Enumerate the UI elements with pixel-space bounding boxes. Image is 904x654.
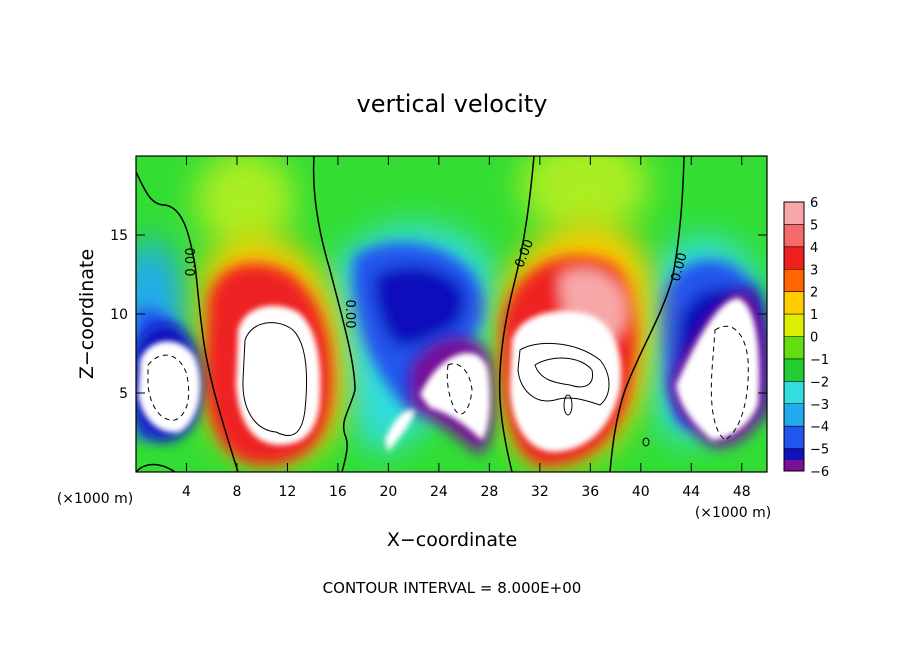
contour-label-1: 0.00 <box>184 248 199 277</box>
x-tick-label: 20 <box>379 484 397 500</box>
x-unit-label-right: (×1000 m) <box>695 505 771 521</box>
positive-contour-right-core <box>517 342 610 406</box>
downdraft-central-deep <box>374 266 466 347</box>
zero-contour-2 <box>312 156 356 472</box>
chart-title: vertical velocity <box>357 90 548 118</box>
x-tick-label: 12 <box>279 484 297 500</box>
colorbar-label: −2 <box>810 375 829 390</box>
colorbar-swatch <box>784 246 804 270</box>
colorbar-swatch <box>784 224 804 247</box>
positive-contour-dot <box>642 437 650 447</box>
colorbar-label: 3 <box>810 263 818 278</box>
updraft-small-streak <box>385 409 415 452</box>
colorbar-swatch <box>784 358 804 382</box>
zero-contour-4 <box>609 156 685 472</box>
x-axis-ticks: 4 8 12 16 20 24 28 32 36 40 44 48 <box>182 156 751 500</box>
colorbar-label: 1 <box>810 308 818 323</box>
x-tick-label: 40 <box>632 484 650 500</box>
colorbar-label: −5 <box>810 443 829 458</box>
y-axis-ticks: 5 10 15 <box>110 228 767 402</box>
contour-labels: 0.00 0.00 0.00 0.00 <box>184 237 691 328</box>
y-tick-label: 10 <box>110 307 128 323</box>
zero-contours <box>136 156 685 472</box>
y-tick-label: 15 <box>110 228 128 244</box>
weak-updraft-top-mid <box>520 156 650 235</box>
updraft-farleft-core <box>138 341 201 433</box>
colorbar-swatch <box>784 291 804 315</box>
updraft-right-core <box>510 311 622 452</box>
weak-updraft-top-left <box>195 156 295 250</box>
colorbar-label: −1 <box>810 353 829 368</box>
colorbar-label: 2 <box>810 286 818 301</box>
negative-contour-farright <box>710 325 749 441</box>
colorbar-swatch <box>784 314 804 337</box>
colorbar-swatch <box>784 381 804 404</box>
colorbar-swatch <box>784 336 804 359</box>
colorbar-label: −6 <box>810 465 829 480</box>
y-axis-label: Z−coordinate <box>76 249 98 379</box>
colorbar-label: −3 <box>810 398 829 413</box>
x-tick-label: 48 <box>733 484 751 500</box>
positive-contour-left-core <box>242 322 308 436</box>
updraft-left-core <box>236 305 321 445</box>
x-tick-label: 44 <box>682 484 700 500</box>
contour-label-4: 0.00 <box>669 251 691 283</box>
positive-contour-right-inner <box>534 357 594 388</box>
x-unit-label-left: (×1000 m) <box>57 491 133 507</box>
zero-contour-3 <box>498 156 535 472</box>
positive-contours <box>242 322 650 447</box>
x-tick-label: 24 <box>430 484 448 500</box>
colorbar-swatch <box>784 426 804 449</box>
y-tick-label: 5 <box>119 386 128 402</box>
zero-contour-1 <box>136 171 239 472</box>
colorbar-label: 6 <box>810 196 818 211</box>
x-tick-label: 4 <box>182 484 191 500</box>
colorbar-swatch <box>784 403 804 427</box>
colorbar-label: 0 <box>810 331 818 346</box>
colorbar-label: 4 <box>810 241 818 256</box>
colorbar-swatch <box>784 459 804 471</box>
x-tick-label: 36 <box>581 484 599 500</box>
negative-contour-mid <box>446 363 473 415</box>
x-tick-label: 8 <box>232 484 241 500</box>
contour-interval-note: CONTOUR INTERVAL = 8.000E+00 <box>323 579 582 597</box>
x-tick-label: 28 <box>480 484 498 500</box>
positive-contour-small <box>563 394 573 416</box>
colorbar-label: 5 <box>810 218 818 233</box>
negative-contour-farleft <box>147 354 190 421</box>
heatmap-field <box>136 156 767 472</box>
updraft-mid-core <box>420 352 490 440</box>
x-tick-label: 32 <box>531 484 549 500</box>
updraft-farright-core <box>676 298 760 440</box>
contour-label-2: 0.00 <box>342 300 357 329</box>
x-tick-label: 16 <box>329 484 347 500</box>
x-axis-label: X−coordinate <box>387 529 517 551</box>
colorbar-label: −4 <box>810 420 829 435</box>
zero-contour-5 <box>136 463 176 472</box>
colorbar-swatch <box>784 202 804 225</box>
colorbar: 6 5 4 3 2 1 0 −1 −2 −3 −4 −5 −6 <box>783 196 829 480</box>
negative-contours <box>147 325 749 441</box>
colorbar-swatch <box>784 269 804 292</box>
